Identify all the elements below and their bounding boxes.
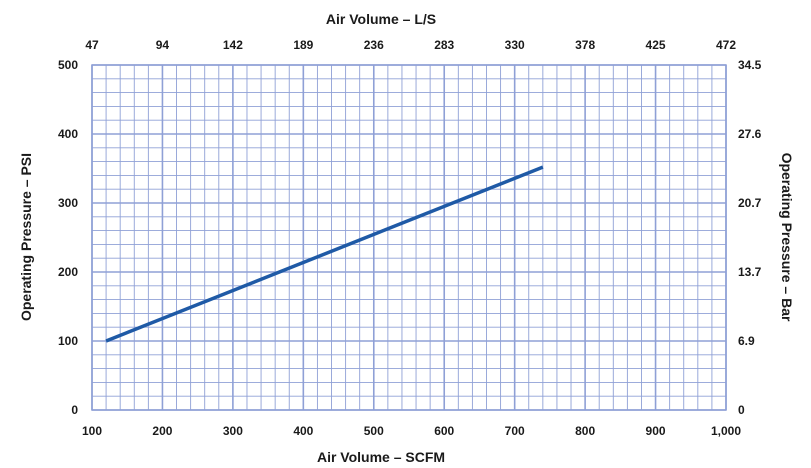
secondary-x-tick-label: 47 [85, 38, 99, 52]
top-axis-ticks: 47 94 142 189 236 283 330 378 425 472 [85, 38, 736, 52]
x-tick-label: 600 [434, 424, 454, 438]
y-tick-label: 100 [58, 334, 78, 348]
left-axis-ticks: 0 100 200 300 400 500 [58, 58, 78, 417]
plot-border [91, 64, 727, 411]
right-axis-ticks: 0 6.9 13.7 20.7 27.6 34.5 [738, 58, 762, 417]
secondary-y-tick-label: 13.7 [738, 265, 762, 279]
y-tick-label: 0 [71, 403, 78, 417]
top-axis-title: Air Volume – L/S [326, 11, 436, 27]
series-line [105, 165, 544, 343]
secondary-y-tick-label: 27.6 [738, 127, 762, 141]
x-tick-label: 100 [82, 424, 102, 438]
plot-frame [91, 64, 727, 411]
secondary-x-tick-label: 472 [716, 38, 736, 52]
x-tick-label: 400 [293, 424, 313, 438]
secondary-x-tick-label: 283 [434, 38, 454, 52]
secondary-y-tick-label: 20.7 [738, 196, 762, 210]
secondary-x-tick-label: 378 [575, 38, 595, 52]
y-tick-label: 200 [58, 265, 78, 279]
secondary-y-tick-label: 34.5 [738, 58, 762, 72]
x-tick-label: 900 [646, 424, 666, 438]
x-tick-label: 700 [505, 424, 525, 438]
x-tick-label: 1,000 [711, 424, 741, 438]
secondary-x-tick-label: 189 [293, 38, 313, 52]
secondary-x-tick-label: 330 [505, 38, 525, 52]
secondary-y-tick-label: 6.9 [738, 334, 755, 348]
secondary-y-tick-label: 0 [738, 403, 745, 417]
y-tick-label: 400 [58, 127, 78, 141]
left-axis-title: Operating Pressure – PSI [18, 153, 34, 321]
y-tick-label: 300 [58, 196, 78, 210]
bottom-axis-ticks: 100 200 300 400 500 600 700 800 900 1,000 [82, 424, 741, 438]
secondary-x-tick-label: 94 [156, 38, 170, 52]
x-tick-label: 300 [223, 424, 243, 438]
x-tick-label: 800 [575, 424, 595, 438]
right-axis-title: Operating Pressure – Bar [779, 153, 795, 322]
y-tick-label: 500 [58, 58, 78, 72]
chart-grid [91, 64, 727, 411]
bottom-axis-title: Air Volume – SCFM [317, 449, 445, 465]
secondary-x-tick-label: 142 [223, 38, 243, 52]
secondary-x-tick-label: 425 [646, 38, 666, 52]
secondary-x-tick-label: 236 [364, 38, 384, 52]
series-group [105, 165, 544, 343]
x-tick-label: 500 [364, 424, 384, 438]
x-tick-label: 200 [152, 424, 172, 438]
